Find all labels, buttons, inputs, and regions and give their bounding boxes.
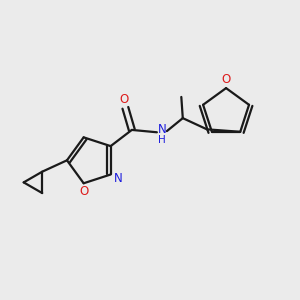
Text: N: N — [114, 172, 122, 185]
Text: N: N — [158, 123, 167, 136]
Text: O: O — [119, 93, 128, 106]
Text: O: O — [221, 73, 231, 86]
Text: H: H — [158, 135, 166, 145]
Text: O: O — [79, 185, 88, 198]
